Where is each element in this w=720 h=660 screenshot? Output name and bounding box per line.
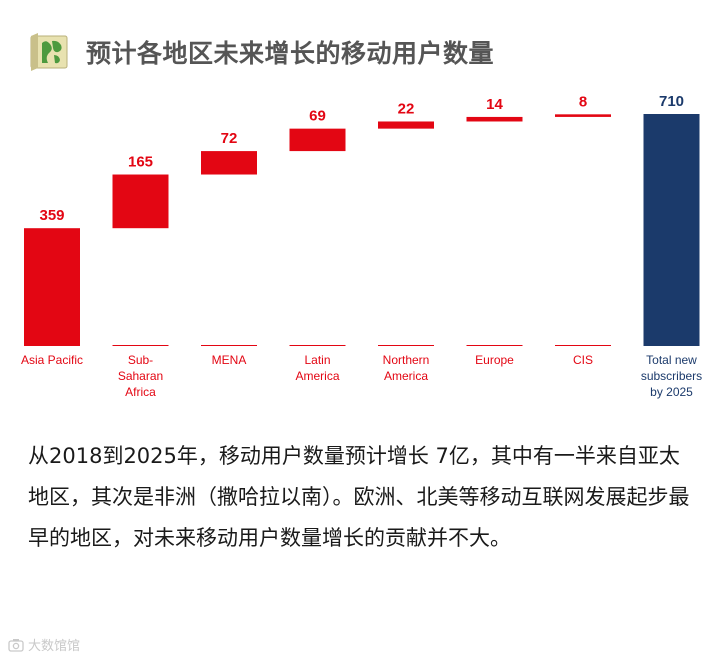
page-title: 预计各地区未来增长的移动用户数量 [86,39,495,68]
waterfall-bar [466,116,523,122]
data-label: 14 [486,96,503,113]
data-label: 165 [128,154,153,171]
category-label: Total new subscribers by 2025 [641,353,702,399]
waterfall-bar [555,114,611,117]
description-paragraph: 从2018到2025年，移动用户数量预计增长 7亿，其中有一半来自亚太地区，其次… [28,444,690,550]
waterfall-chart: 359 Asia Pacific 165 Sub-Saharan Africa 72 MEN… [0,88,720,408]
watermark: 大数馆馆 [8,635,80,654]
category-label: CIS [573,353,593,367]
data-label: 359 [39,207,64,224]
waterfall-bar [289,128,346,152]
category-label: Europe [475,353,514,367]
category-label: MENA [212,353,247,367]
data-label: 72 [221,130,238,147]
category-label: Sub-Saharan Africa [118,353,163,399]
waterfall-bar [24,228,80,345]
waterfall-bar [201,151,257,175]
total-bar [643,114,700,345]
category-label: Latin America [295,353,339,383]
camera-icon [8,638,24,652]
watermark-text: 大数馆馆 [28,639,81,654]
data-label: 69 [309,108,326,125]
category-label: Northern America [383,353,430,383]
chart-svg: 359 Asia Pacific 165 Sub-Saharan Africa 72 MEN… [21,93,702,399]
map-logo-icon [30,33,68,71]
data-label: 8 [579,93,587,110]
waterfall-bar [378,121,434,129]
header: 预计各地区未来增长的移动用户数量 [30,30,494,74]
category-label: Asia Pacific [21,353,83,367]
waterfall-bar [112,174,169,229]
data-label: 710 [659,93,684,110]
data-label: 22 [398,100,415,117]
